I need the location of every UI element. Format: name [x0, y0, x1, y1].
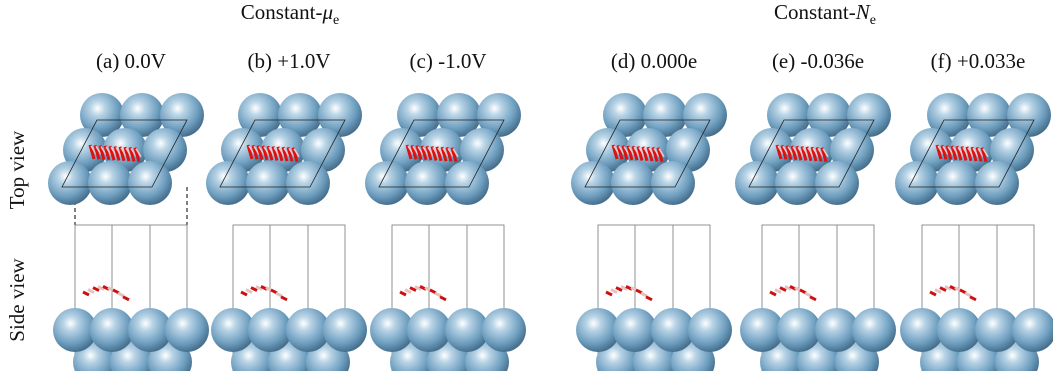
side-molecule — [930, 286, 976, 299]
atom — [48, 161, 92, 205]
atom — [815, 161, 859, 205]
bond — [123, 297, 129, 300]
atom — [128, 161, 172, 205]
bond — [83, 292, 89, 295]
panel — [735, 93, 896, 371]
atom — [286, 161, 330, 205]
figure: Constant-μe Constant-Ne Top view Side vi… — [0, 0, 1053, 371]
panel — [895, 93, 1053, 371]
bond — [241, 292, 247, 295]
panel — [48, 93, 209, 371]
bond — [606, 292, 612, 295]
atom — [777, 308, 821, 352]
atom — [165, 308, 209, 352]
bond — [246, 290, 252, 293]
bond — [271, 290, 277, 293]
bond — [405, 290, 411, 293]
bond — [810, 297, 816, 300]
atom — [571, 161, 615, 205]
atom — [88, 161, 132, 205]
panel-label: (e) -0.036e — [772, 49, 864, 73]
atom — [852, 308, 896, 352]
group-title: Constant-Ne — [774, 0, 876, 28]
panel — [571, 93, 732, 371]
bond — [970, 297, 976, 300]
atom — [735, 161, 779, 205]
atom — [935, 161, 979, 205]
bond — [960, 290, 966, 293]
atom — [482, 308, 526, 352]
bond — [930, 292, 936, 295]
atom — [248, 308, 292, 352]
bond — [775, 290, 781, 293]
panel-label: (b) +1.0V — [248, 49, 331, 73]
side-molecule — [606, 286, 652, 299]
bond — [641, 293, 647, 296]
atom — [90, 308, 134, 352]
atom — [445, 161, 489, 205]
panel-label: (f) +0.033e — [931, 49, 1026, 73]
side-molecule — [83, 286, 129, 299]
bond — [800, 290, 806, 293]
atom — [651, 161, 695, 205]
bond — [281, 297, 287, 300]
atom — [246, 161, 290, 205]
side-molecule — [241, 286, 287, 299]
panel-label: (d) 0.000e — [611, 49, 697, 73]
side-molecule — [400, 286, 446, 299]
bond — [400, 292, 406, 295]
atom — [206, 161, 250, 205]
bond — [276, 293, 282, 296]
atom — [895, 161, 939, 205]
bond — [435, 293, 441, 296]
atom — [937, 308, 981, 352]
atom — [323, 308, 367, 352]
bond — [88, 290, 94, 293]
bond — [118, 293, 124, 296]
panel-label: (c) -1.0V — [410, 49, 487, 73]
atom — [613, 308, 657, 352]
atom — [405, 161, 449, 205]
bond — [440, 297, 446, 300]
bond — [113, 290, 119, 293]
row-label: Side view — [5, 257, 29, 341]
bond — [935, 290, 941, 293]
bond — [646, 297, 652, 300]
group-title: Constant-μe — [241, 0, 339, 28]
panel-label: (a) 0.0V — [96, 49, 166, 73]
atom — [688, 308, 732, 352]
atom — [611, 161, 655, 205]
panel — [206, 93, 367, 371]
bond — [636, 290, 642, 293]
bond — [965, 293, 971, 296]
side-molecule — [770, 286, 816, 299]
atom — [975, 161, 1019, 205]
atom — [365, 161, 409, 205]
atom — [407, 308, 451, 352]
panel — [365, 93, 526, 371]
bond — [805, 293, 811, 296]
row-label: Top view — [5, 130, 29, 209]
bond — [430, 290, 436, 293]
atom — [775, 161, 819, 205]
bond — [611, 290, 617, 293]
bond — [770, 292, 776, 295]
